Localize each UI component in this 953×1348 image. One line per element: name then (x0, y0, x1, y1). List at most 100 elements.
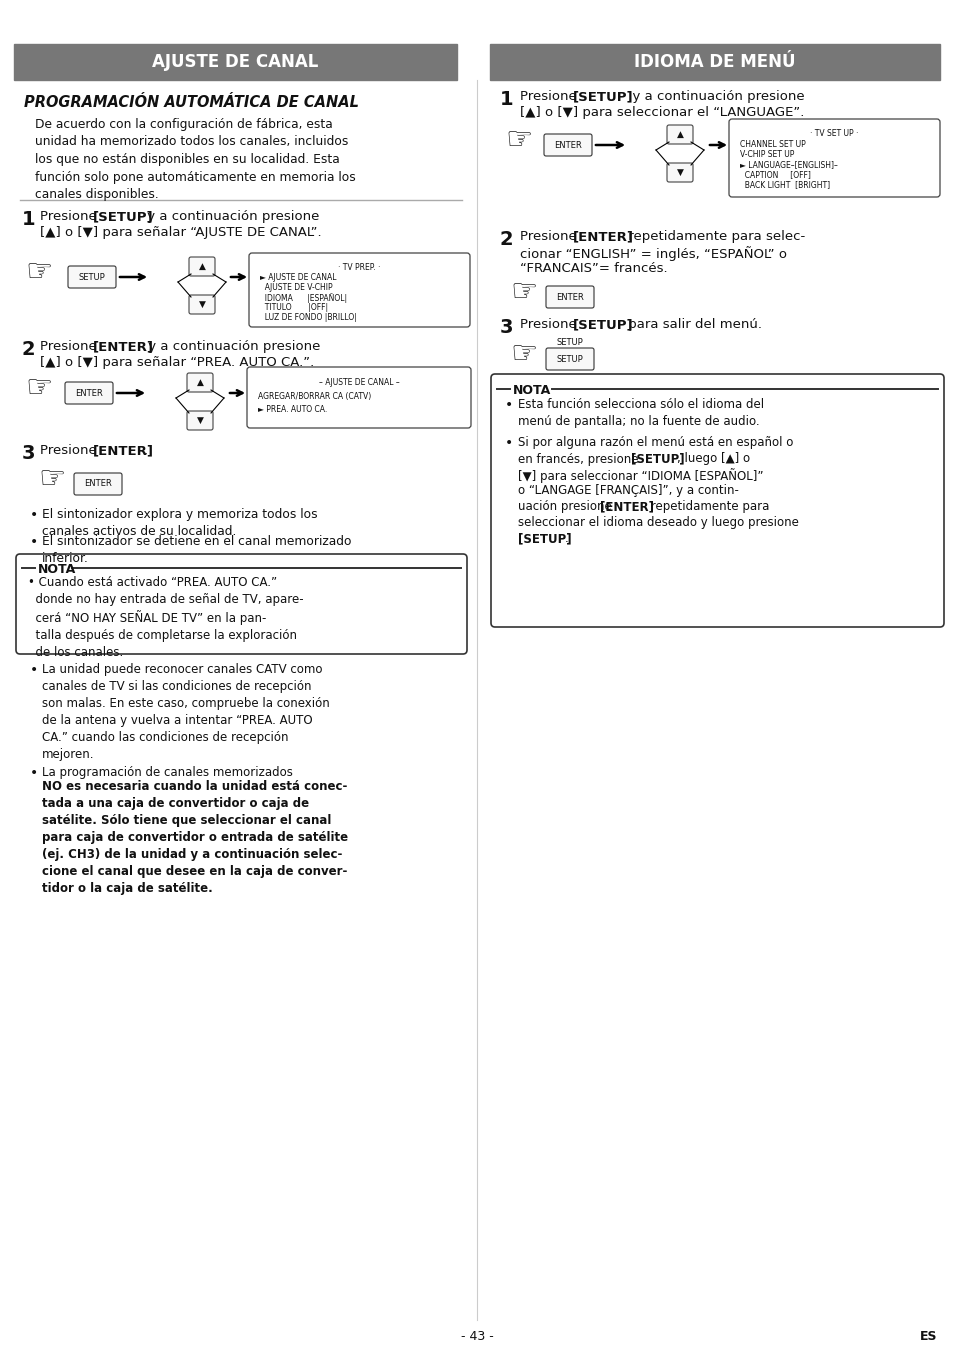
Text: seleccionar el idioma deseado y luego presione: seleccionar el idioma deseado y luego pr… (517, 516, 798, 528)
Bar (14, 44, 456, 80)
Text: 2: 2 (22, 340, 35, 359)
Bar (490, 44, 939, 80)
Text: 2: 2 (499, 231, 513, 249)
Text: ► LANGUAGE–[ENGLISH]–: ► LANGUAGE–[ENGLISH]– (740, 160, 837, 168)
Text: Si por alguna razón el menú está en español o
en francés, presione: Si por alguna razón el menú está en espa… (517, 435, 793, 466)
Text: ES: ES (919, 1330, 937, 1343)
Text: 1: 1 (499, 90, 513, 109)
Text: y a continuación presione: y a continuación presione (143, 210, 319, 222)
Text: 1: 1 (22, 210, 35, 229)
Text: Esta función selecciona sólo el idioma del
menú de pantalla; no la fuente de aud: Esta función selecciona sólo el idioma d… (517, 398, 763, 429)
Text: ☞: ☞ (510, 340, 537, 369)
FancyBboxPatch shape (666, 163, 692, 182)
Text: – AJUSTE DE CANAL –: – AJUSTE DE CANAL – (318, 377, 399, 387)
Text: y a continuación presione: y a continuación presione (623, 90, 803, 102)
Text: El sintonizador se detiene en el canal memorizado
inferior.: El sintonizador se detiene en el canal m… (42, 535, 351, 565)
Text: [▲] o [▼] para señalar “AJUSTE DE CANAL”.: [▲] o [▼] para señalar “AJUSTE DE CANAL”… (40, 226, 321, 239)
Text: AJUSTE DE V-CHIP: AJUSTE DE V-CHIP (260, 283, 333, 293)
FancyBboxPatch shape (545, 348, 594, 369)
Text: •: • (30, 663, 38, 677)
Text: •: • (504, 398, 513, 412)
Text: Presione: Presione (40, 340, 101, 353)
Text: La unidad puede reconocer canales CATV como
canales de TV si las condiciones de : La unidad puede reconocer canales CATV c… (42, 663, 330, 762)
Text: •: • (30, 766, 38, 780)
Text: ENTER: ENTER (75, 388, 103, 398)
Text: IDIOMA      |ESPAÑOL|: IDIOMA |ESPAÑOL| (260, 293, 347, 303)
Text: La programación de canales memorizados: La programación de canales memorizados (42, 766, 293, 779)
Text: ► AJUSTE DE CANAL: ► AJUSTE DE CANAL (260, 274, 336, 282)
FancyBboxPatch shape (187, 411, 213, 430)
Text: ► PREA. AUTO CA.: ► PREA. AUTO CA. (257, 404, 327, 414)
Text: .: . (564, 532, 568, 545)
Text: NOTA: NOTA (38, 563, 76, 576)
Text: [SETUP]: [SETUP] (573, 318, 633, 332)
Text: LUZ DE FONDO |BRILLO|: LUZ DE FONDO |BRILLO| (260, 313, 356, 322)
Text: cionar “ENGLISH” = inglés, “ESPAÑOL” o: cionar “ENGLISH” = inglés, “ESPAÑOL” o (519, 245, 786, 262)
Text: [ENTER]: [ENTER] (573, 231, 634, 243)
Text: [SETUP]: [SETUP] (92, 210, 153, 222)
Text: El sintonizador explora y memoriza todos los
canales activos de su localidad.: El sintonizador explora y memoriza todos… (42, 508, 317, 538)
Text: ENTER: ENTER (556, 293, 583, 302)
Text: •: • (30, 508, 38, 522)
Text: Presione: Presione (519, 90, 580, 102)
Text: ENTER: ENTER (84, 480, 112, 488)
Text: ▼: ▼ (676, 168, 682, 177)
FancyBboxPatch shape (65, 381, 112, 404)
Text: [ENTER]: [ENTER] (92, 443, 153, 457)
Text: ☞: ☞ (25, 373, 52, 403)
Text: [ENTER]: [ENTER] (599, 500, 654, 514)
Text: o “LANGAGE [FRANÇAIS]”, y a contin-: o “LANGAGE [FRANÇAIS]”, y a contin- (517, 484, 739, 497)
Text: •: • (504, 435, 513, 450)
Text: Presione: Presione (40, 210, 101, 222)
Text: repetidamente para selec-: repetidamente para selec- (623, 231, 804, 243)
Text: 3: 3 (499, 318, 513, 337)
Text: • Cuando está activado “PREA. AUTO CA.”
  donde no hay entrada de señal de TV, a: • Cuando está activado “PREA. AUTO CA.” … (28, 576, 303, 659)
Text: AGREGAR/BORRAR CA (CATV): AGREGAR/BORRAR CA (CATV) (257, 392, 371, 400)
FancyBboxPatch shape (74, 473, 122, 495)
Text: NOTA: NOTA (513, 384, 551, 398)
Text: AJUSTE DE CANAL: AJUSTE DE CANAL (152, 53, 318, 71)
Text: , luego [▲] o: , luego [▲] o (677, 452, 749, 465)
Text: Presione: Presione (40, 443, 101, 457)
FancyBboxPatch shape (189, 257, 214, 276)
Text: uación presione: uación presione (517, 500, 615, 514)
FancyBboxPatch shape (16, 554, 467, 654)
FancyBboxPatch shape (728, 119, 939, 197)
Text: ENTER: ENTER (554, 140, 581, 150)
FancyBboxPatch shape (68, 266, 116, 288)
Text: ☞: ☞ (38, 465, 66, 493)
FancyBboxPatch shape (247, 367, 471, 429)
Text: CAPTION     [OFF]: CAPTION [OFF] (740, 170, 810, 179)
Text: ▲: ▲ (196, 377, 203, 387)
Text: repetidamente para: repetidamente para (646, 500, 768, 514)
Text: [SETUP]: [SETUP] (630, 452, 684, 465)
Text: IDIOMA DE MENÚ: IDIOMA DE MENÚ (634, 53, 795, 71)
Text: BACK LIGHT  [BRIGHT]: BACK LIGHT [BRIGHT] (740, 181, 829, 189)
Text: 3: 3 (22, 443, 35, 462)
Text: SETUP: SETUP (78, 272, 105, 282)
Text: SETUP: SETUP (556, 338, 583, 346)
Text: Presione: Presione (519, 231, 580, 243)
Text: NO es necesaria cuando la unidad está conec-
tada a una caja de convertidor o ca: NO es necesaria cuando la unidad está co… (42, 780, 348, 895)
FancyBboxPatch shape (666, 125, 692, 144)
Text: ☞: ☞ (25, 257, 52, 287)
Text: “FRANCAIS”= francés.: “FRANCAIS”= francés. (519, 262, 667, 275)
Text: TITULO       |OFF|: TITULO |OFF| (260, 303, 328, 311)
Text: •: • (30, 535, 38, 549)
Text: De acuerdo con la configuración de fábrica, esta
unidad ha memorizado todos los : De acuerdo con la configuración de fábri… (35, 119, 355, 201)
Text: ▼: ▼ (198, 301, 205, 309)
FancyBboxPatch shape (249, 253, 470, 328)
Text: V-CHIP SET UP: V-CHIP SET UP (740, 150, 794, 159)
Text: y a continuación presione: y a continuación presione (144, 340, 320, 353)
Text: ▼: ▼ (196, 417, 203, 425)
FancyBboxPatch shape (543, 133, 592, 156)
Text: SETUP: SETUP (556, 355, 583, 364)
Text: PROGRAMACIÓN AUTOMÁTICA DE CANAL: PROGRAMACIÓN AUTOMÁTICA DE CANAL (24, 94, 358, 111)
FancyBboxPatch shape (545, 286, 594, 307)
Text: - 43 -: - 43 - (460, 1330, 493, 1343)
FancyBboxPatch shape (187, 373, 213, 392)
Text: [SETUP]: [SETUP] (573, 90, 633, 102)
Text: · TV PREP. ·: · TV PREP. · (337, 263, 380, 272)
Text: .: . (144, 443, 148, 457)
Text: CHANNEL SET UP: CHANNEL SET UP (740, 140, 805, 150)
